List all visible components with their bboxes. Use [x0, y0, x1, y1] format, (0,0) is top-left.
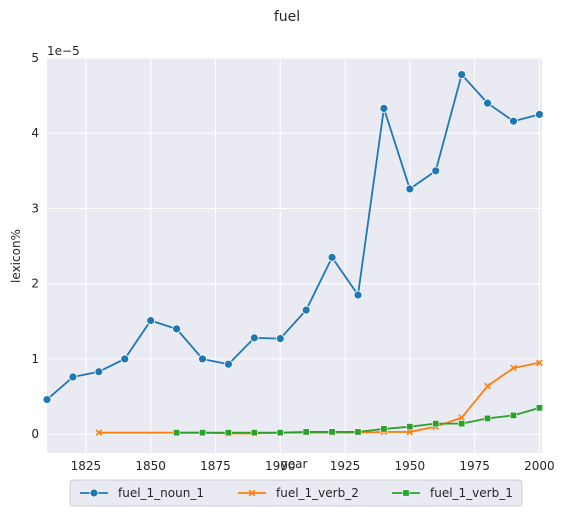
data-point — [198, 354, 207, 364]
y-tick-label: 2 — [31, 277, 39, 291]
data-point — [458, 414, 466, 422]
legend-item: fuel_1_verb_1 — [392, 486, 513, 500]
y-tick-label: 1 — [31, 352, 39, 366]
data-point — [302, 428, 310, 436]
legend-label: fuel_1_verb_2 — [276, 486, 359, 500]
x-tick-label: 1975 — [459, 459, 490, 473]
legend-item: fuel_1_noun_1 — [80, 486, 204, 500]
data-point — [536, 359, 543, 367]
data-point — [173, 429, 181, 437]
series-fuel_1_noun_1 — [42, 70, 544, 404]
data-point — [484, 414, 492, 422]
data-point — [535, 110, 544, 119]
data-point — [431, 166, 441, 176]
data-point — [483, 98, 492, 108]
data-point — [249, 333, 259, 343]
legend-marker — [248, 489, 256, 497]
series-layer — [42, 70, 544, 437]
x-axis-label: year — [281, 457, 308, 471]
data-point — [68, 372, 78, 382]
chart-title: fuel — [274, 9, 300, 25]
data-point — [224, 429, 232, 437]
data-point — [172, 324, 181, 334]
legend-label: fuel_1_verb_1 — [430, 486, 513, 500]
data-point — [353, 290, 363, 300]
plot-area — [47, 58, 542, 453]
y-tick-label: 3 — [31, 201, 39, 215]
legend-marker — [89, 488, 99, 498]
x-tick-label: 1900 — [265, 459, 296, 473]
data-point — [224, 359, 233, 369]
data-point — [379, 104, 389, 113]
data-point — [120, 354, 130, 364]
y-axis-offset-label: 1e−5 — [47, 44, 80, 58]
x-tick-label: 1825 — [71, 459, 102, 473]
data-point — [198, 429, 206, 437]
data-point — [327, 252, 337, 262]
data-point — [94, 367, 104, 377]
data-point — [275, 334, 285, 344]
data-point — [458, 420, 466, 428]
y-tick-label: 4 — [31, 126, 39, 140]
legend: fuel_1_noun_1 fuel_1_verb_2 fuel_1_verb_1 — [69, 479, 523, 507]
data-point — [509, 411, 517, 419]
series-line — [46, 73, 540, 401]
legend-frame — [69, 479, 523, 507]
y-tick-label: 0 — [31, 427, 39, 441]
data-point — [535, 404, 543, 412]
legend-marker — [402, 489, 410, 497]
x-tick-label: 1850 — [135, 459, 166, 473]
y-tick-label: 5 — [31, 51, 39, 65]
data-point — [432, 420, 440, 428]
data-point — [328, 428, 336, 436]
x-tick-label: 1875 — [200, 459, 231, 473]
data-point — [509, 116, 518, 126]
x-tick-label: 2000 — [524, 459, 555, 473]
data-point — [457, 70, 467, 79]
x-tick-label: 1925 — [330, 459, 361, 473]
data-point — [354, 428, 362, 436]
y-axis-label: lexicon% — [9, 229, 23, 283]
x-axis-ticks: 1825 1850 1875 1900 1925 1950 1975 2000 — [71, 459, 555, 473]
grid — [47, 57, 542, 453]
data-point — [42, 395, 52, 404]
legend-item: fuel_1_verb_2 — [238, 486, 359, 500]
y-axis-ticks: 0 1 2 3 4 5 — [31, 51, 39, 441]
data-point — [484, 382, 491, 390]
data-point — [380, 425, 388, 433]
series-fuel_1_verb_1 — [173, 404, 543, 437]
data-point — [406, 423, 414, 431]
data-point — [405, 184, 415, 194]
data-point — [301, 305, 311, 315]
data-point — [510, 364, 517, 372]
data-point — [250, 429, 258, 437]
legend-label: fuel_1_noun_1 — [118, 486, 204, 500]
data-point — [146, 316, 156, 325]
x-tick-label: 1950 — [395, 459, 426, 473]
data-point — [95, 429, 103, 437]
data-point — [276, 429, 284, 437]
